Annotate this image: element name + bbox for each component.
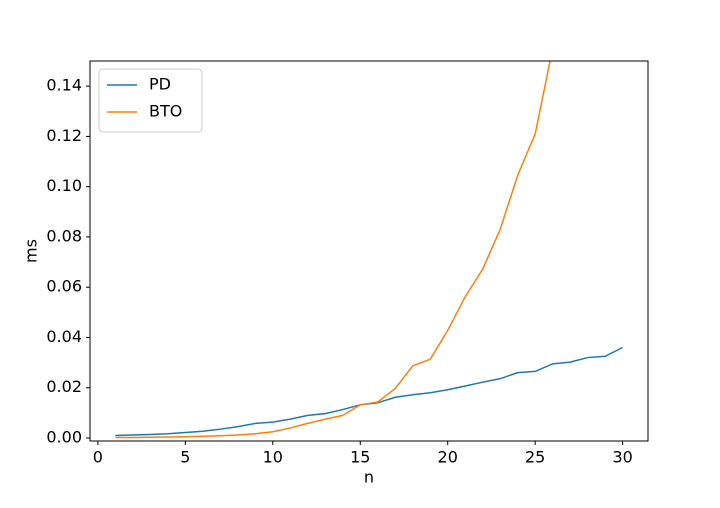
y-axis-label: ms	[22, 239, 41, 263]
x-tick-label: 20	[438, 448, 458, 467]
x-tick-label: 15	[350, 448, 370, 467]
x-tick-label: 10	[263, 448, 283, 467]
x-tick-label: 25	[525, 448, 545, 467]
x-tick-label: 5	[180, 448, 190, 467]
plot-lines	[115, 61, 623, 439]
y-tick-label: 0.02	[46, 377, 82, 396]
axes-frame	[89, 60, 649, 442]
y-tick-label: 0.14	[46, 76, 82, 95]
y-tick-label: 0.04	[46, 327, 82, 346]
x-axis-label: n	[364, 468, 374, 487]
legend-label: BTO	[149, 102, 182, 121]
y-tick-label: 0.06	[46, 277, 82, 296]
y-tick-label: 0.10	[46, 176, 82, 195]
x-tick-label: 30	[612, 448, 632, 467]
y-tick-label: 0.08	[46, 226, 82, 245]
x-tick-label: 0	[93, 448, 103, 467]
data-line	[115, 346, 623, 437]
legend-label: PD	[149, 75, 171, 94]
y-tick-label: 0.12	[46, 126, 82, 145]
y-tick-label: 0.00	[46, 427, 82, 446]
data-line	[115, 61, 551, 439]
